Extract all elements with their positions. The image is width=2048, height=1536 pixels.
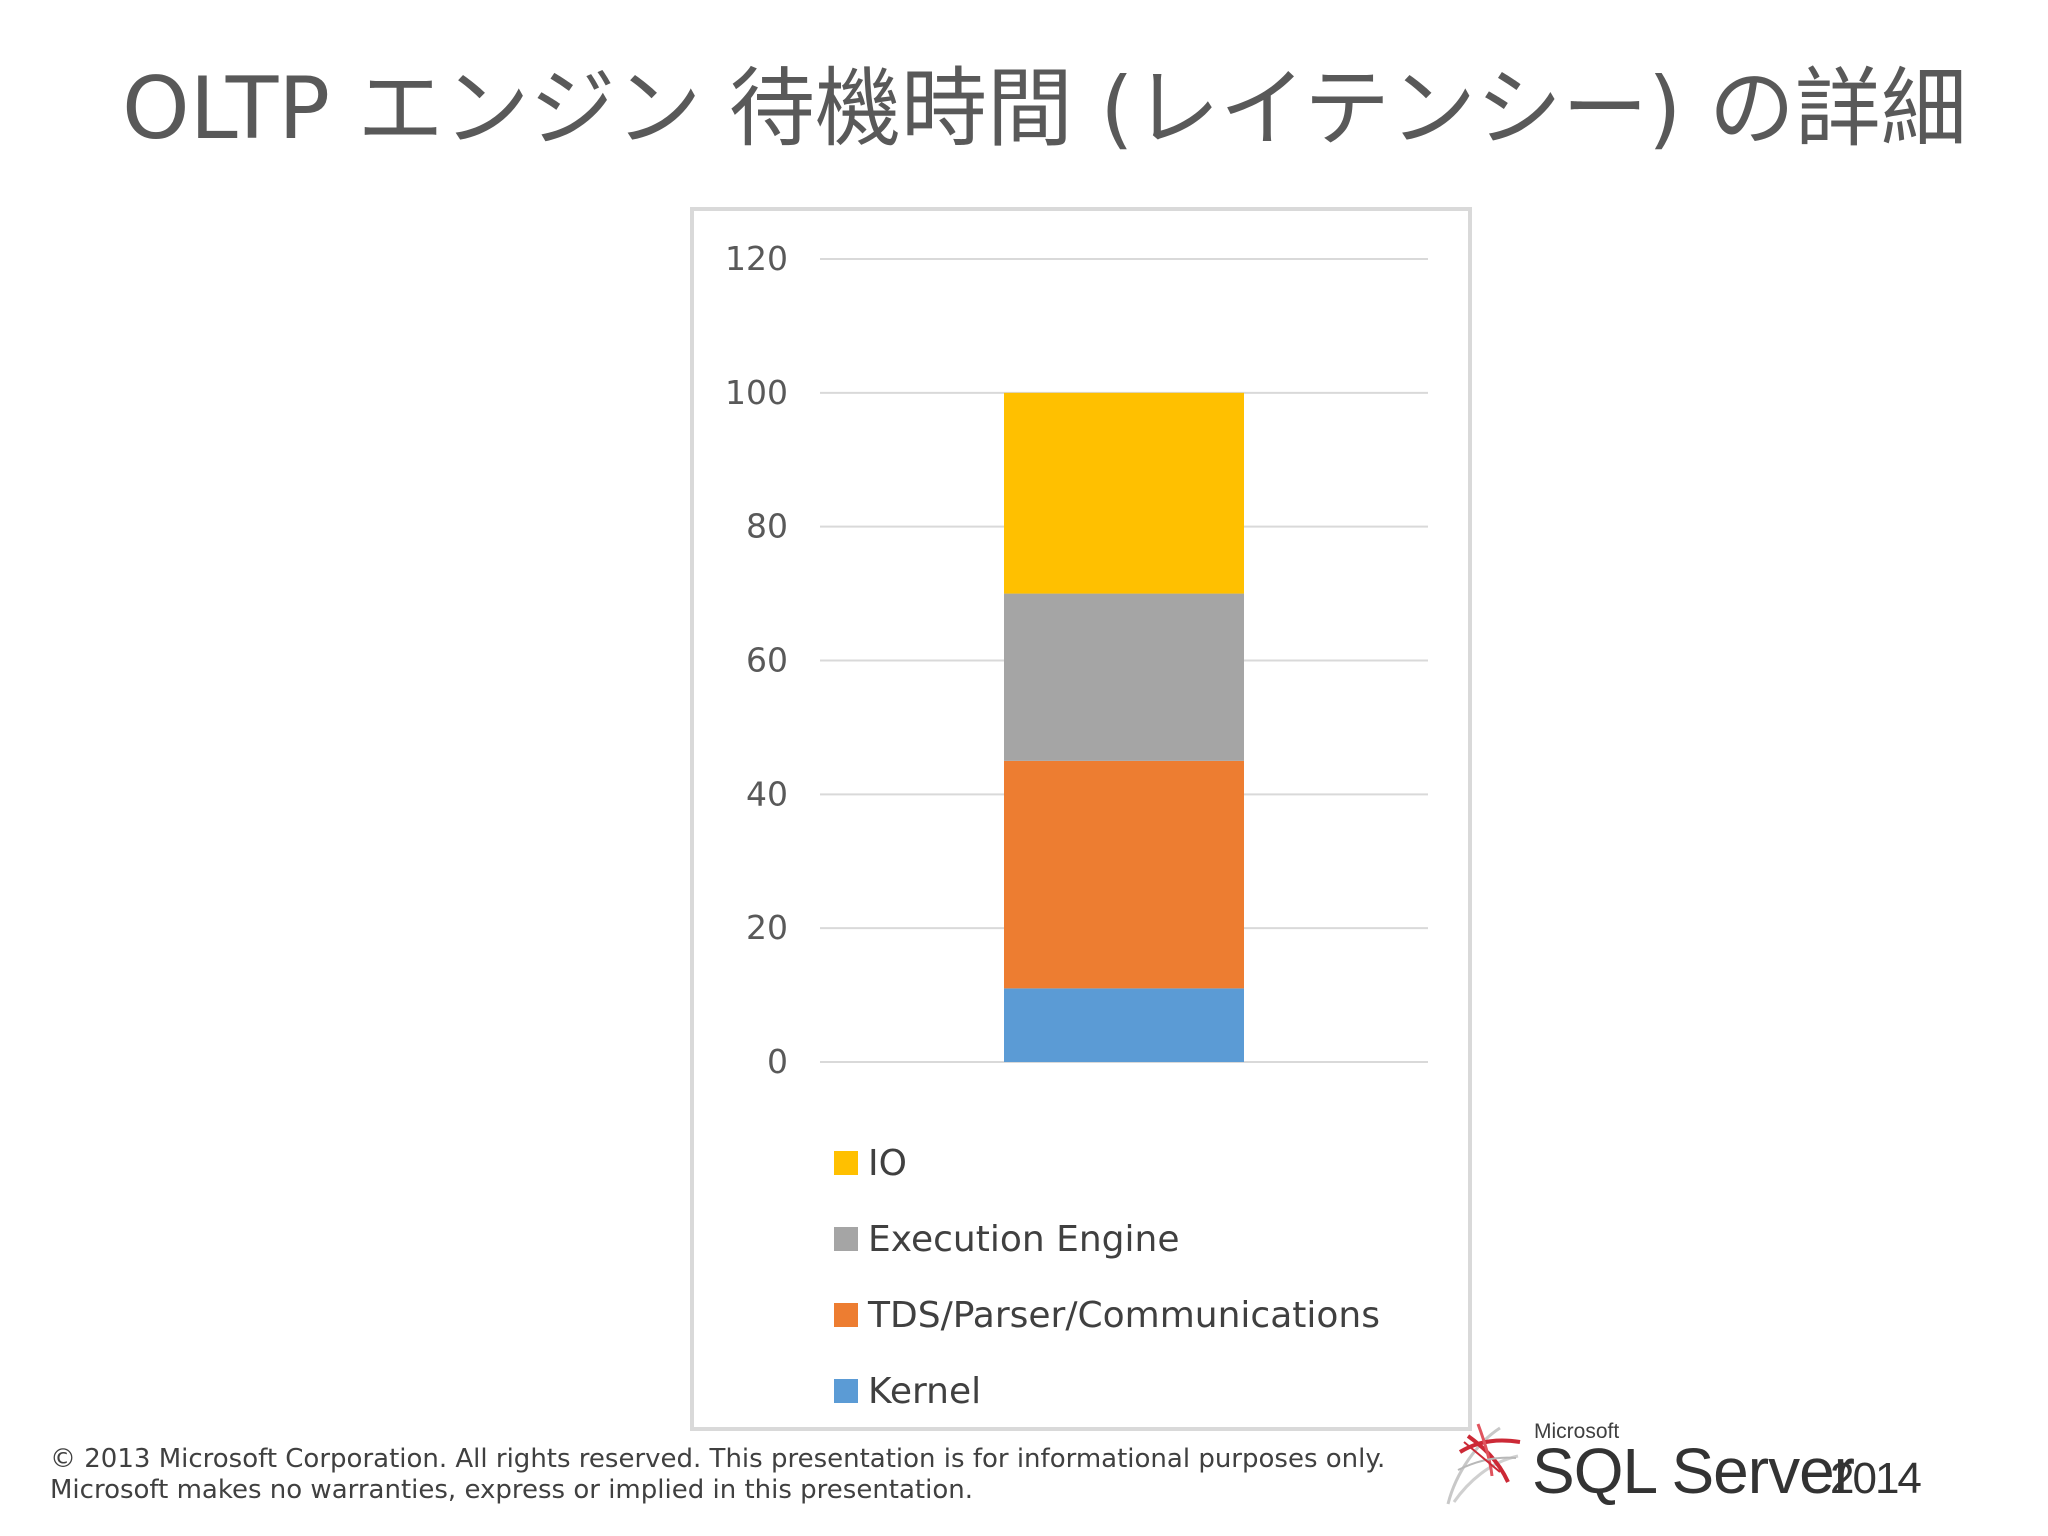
legend-swatch bbox=[834, 1303, 858, 1327]
copyright-line-1: © 2013 Microsoft Corporation. All rights… bbox=[50, 1444, 1386, 1474]
copyright-line-2: Microsoft makes no warranties, express o… bbox=[50, 1475, 973, 1505]
bar-segment-io bbox=[1004, 392, 1244, 594]
chart-legend: IO Execution Engine TDS/Parser/Communicati… bbox=[834, 1125, 1380, 1429]
stacked-bar-chart: 0 20 40 60 80 100 120 bbox=[725, 239, 1428, 1081]
y-tick-label-120: 120 bbox=[725, 239, 788, 278]
sql-server-logo-icon bbox=[1446, 1423, 1521, 1505]
legend-item: TDS/Parser/Communications bbox=[834, 1277, 1380, 1353]
logo-year: 2014 bbox=[1830, 1454, 1922, 1503]
legend-label: Kernel bbox=[868, 1370, 982, 1412]
legend-item: Execution Engine bbox=[834, 1201, 1380, 1277]
y-tick-label-60: 60 bbox=[746, 641, 788, 680]
sql-server-logo: Microsoft SQL Server 2014 bbox=[1438, 1412, 1922, 1512]
legend-swatch bbox=[834, 1151, 858, 1175]
y-tick-label-100: 100 bbox=[725, 373, 788, 412]
chart-frame: 0 20 40 60 80 100 120 IO Execution Engine TDS/Pa… bbox=[690, 207, 1472, 1431]
logo-company: Microsoft bbox=[1534, 1420, 1620, 1443]
legend-swatch bbox=[834, 1227, 858, 1251]
bar-segment-tds-parser-communications bbox=[1004, 760, 1244, 989]
bar-segment-execution-engine bbox=[1004, 593, 1244, 761]
legend-item: IO bbox=[834, 1125, 1380, 1201]
y-tick-label-20: 20 bbox=[746, 908, 788, 947]
y-tick-label-0: 0 bbox=[767, 1042, 788, 1081]
logo-product: SQL Server bbox=[1532, 1435, 1855, 1507]
y-tick-label-80: 80 bbox=[746, 507, 788, 546]
legend-swatch bbox=[834, 1379, 858, 1403]
legend-label: TDS/Parser/Communications bbox=[868, 1294, 1380, 1336]
y-tick-label-40: 40 bbox=[746, 774, 788, 813]
legend-label: Execution Engine bbox=[868, 1218, 1180, 1260]
legend-label: IO bbox=[868, 1142, 907, 1184]
copyright-footer: © 2013 Microsoft Corporation. All rights… bbox=[50, 1444, 1385, 1506]
slide-title: OLTP エンジン 待機時間 (レイテンシー) の詳細 bbox=[122, 59, 1967, 159]
bar-segment-kernel bbox=[1004, 988, 1244, 1062]
legend-item: Kernel bbox=[834, 1353, 1380, 1429]
